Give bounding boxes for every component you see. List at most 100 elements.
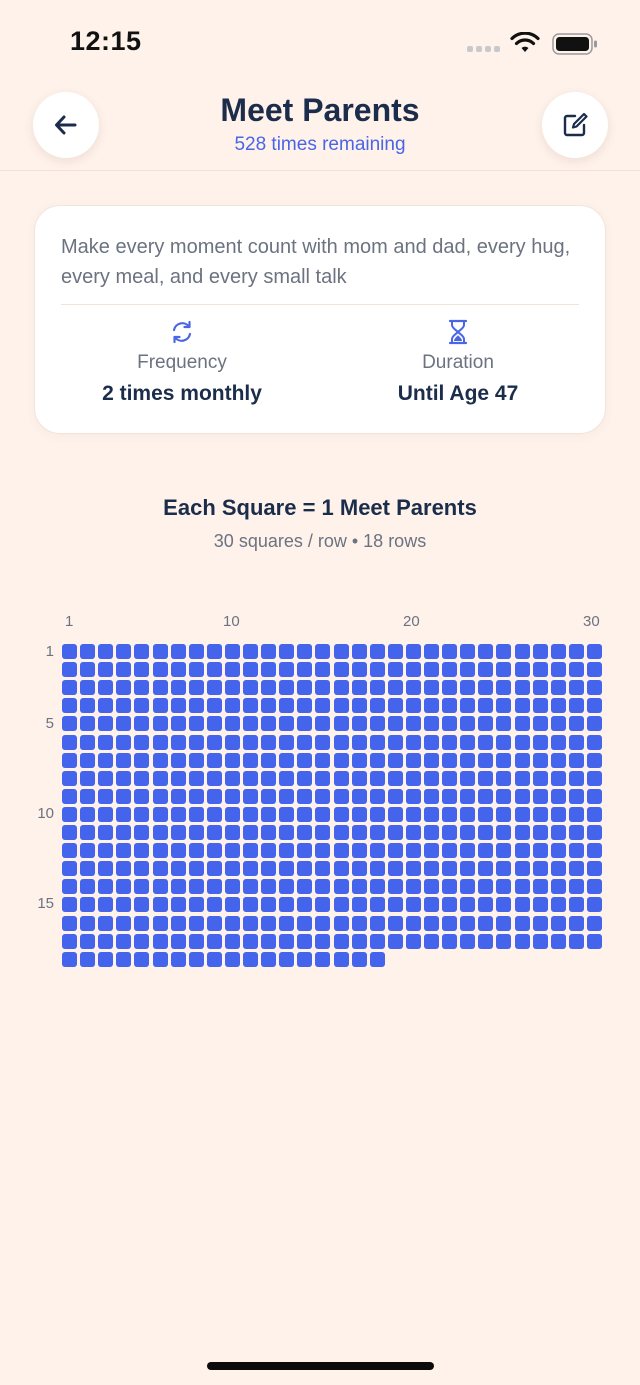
grid-square: [532, 698, 548, 714]
grid-square: [297, 825, 313, 840]
grid-square: [170, 951, 186, 967]
row-label: 10: [37, 805, 54, 822]
grid-square: [243, 680, 258, 696]
grid-square: [496, 933, 512, 949]
grid-square: [170, 770, 186, 786]
grid-square: [405, 897, 421, 913]
grid-square: [532, 734, 548, 750]
grid-square: [116, 752, 132, 768]
grid-square: [315, 662, 331, 678]
grid-square: [478, 770, 494, 786]
grid-title: Each Square = 1 Meet Parents: [163, 495, 477, 520]
back-button[interactable]: [33, 92, 99, 158]
grid-square: [315, 734, 331, 750]
grid-square: [369, 843, 385, 859]
grid-square: [387, 716, 403, 732]
grid-square: [116, 879, 132, 895]
grid-square: [224, 734, 240, 750]
grid-square: [224, 933, 240, 949]
grid-square: [532, 897, 548, 913]
grid-square: [206, 716, 222, 732]
grid-square: [152, 915, 168, 931]
grid-square: [152, 644, 168, 659]
grid-square: [243, 698, 258, 714]
grid-square: [261, 933, 277, 949]
grid-square: [80, 806, 96, 822]
grid-square: [514, 806, 530, 822]
grid-square: [134, 879, 150, 895]
grid-square: [442, 698, 458, 714]
grid-square: [188, 752, 204, 768]
grid-square: [550, 662, 566, 678]
grid-square: [442, 716, 458, 732]
grid-square: [424, 752, 439, 768]
grid-square: [80, 644, 96, 659]
grid-square: [442, 897, 458, 913]
grid-square: [351, 843, 367, 859]
grid-square: [478, 933, 494, 949]
edit-button[interactable]: [542, 92, 608, 158]
grid-square: [550, 806, 566, 822]
grid-square: [405, 861, 421, 877]
grid-square: [568, 770, 584, 786]
grid-square: [405, 644, 421, 659]
grid-square: [532, 644, 548, 659]
grid-square: [333, 734, 349, 750]
grid-square: [369, 752, 385, 768]
grid-square: [134, 698, 150, 714]
grid-square: [152, 806, 168, 822]
grid-square: [532, 716, 548, 732]
grid-square: [405, 716, 421, 732]
grid-square: [98, 752, 114, 768]
grid-square: [442, 662, 458, 678]
grid-square: [206, 951, 222, 967]
grid-square: [351, 825, 367, 840]
grid-square: [532, 770, 548, 786]
grid-square: [351, 644, 367, 659]
grid-square: [351, 933, 367, 949]
grid-square: [224, 825, 240, 840]
grid-square: [170, 879, 186, 895]
grid-square: [586, 788, 602, 804]
grid-square: [224, 680, 240, 696]
grid-square: [387, 770, 403, 786]
grid-square: [188, 825, 204, 840]
column-label: 1: [65, 613, 74, 630]
grid-square: [532, 915, 548, 931]
grid-square: [460, 933, 476, 949]
grid-square: [134, 680, 150, 696]
grid-square: [80, 716, 96, 732]
grid-square: [333, 644, 349, 659]
grid-square: [387, 662, 403, 678]
grid-square: [478, 788, 494, 804]
grid-square: [297, 644, 313, 659]
grid-square: [188, 698, 204, 714]
grid-square: [442, 861, 458, 877]
grid-square: [116, 915, 132, 931]
grid-square: [424, 915, 439, 931]
grid-square: [243, 734, 258, 750]
grid-square: [80, 825, 96, 840]
grid-square: [315, 752, 331, 768]
grid-square: [224, 698, 240, 714]
grid-square: [442, 825, 458, 840]
grid-square: [261, 734, 277, 750]
grid-square: [279, 644, 295, 659]
grid-square: [170, 644, 186, 659]
grid-square: [442, 933, 458, 949]
grid-square: [442, 734, 458, 750]
grid-square: [62, 788, 77, 804]
grid-square: [460, 825, 476, 840]
grid-square: [279, 662, 295, 678]
grid-square: [261, 897, 277, 913]
grid-square: [224, 662, 240, 678]
grid-square: [333, 716, 349, 732]
grid-square: [550, 734, 566, 750]
grid-square: [80, 933, 96, 949]
grid-square: [351, 915, 367, 931]
grid-square: [152, 825, 168, 840]
grid-square: [80, 879, 96, 895]
grid-square: [568, 734, 584, 750]
grid-square: [297, 680, 313, 696]
grid-square: [478, 662, 494, 678]
